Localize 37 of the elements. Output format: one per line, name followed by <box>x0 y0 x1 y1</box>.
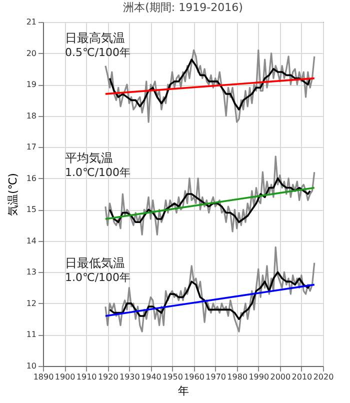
annotation: 平均気温 <box>65 151 113 165</box>
x-tick-label: 1900 <box>54 372 76 382</box>
annotation: 1.0℃/100年 <box>65 166 131 179</box>
y-tick-label: 17 <box>26 142 36 152</box>
line-series <box>108 58 311 110</box>
x-tick-label: 1920 <box>98 372 118 382</box>
y-tick-label: 10 <box>26 362 36 370</box>
x-tick-label: 1960 <box>184 372 204 382</box>
y-tick-label: 19 <box>26 80 36 90</box>
y-tick-label: 13 <box>26 268 36 277</box>
y-axis-title: 気温(℃) <box>6 173 20 216</box>
x-axis-title: 年 <box>178 384 189 398</box>
y-tick-label: 20 <box>26 48 36 58</box>
y-tick-label: 14 <box>26 236 36 246</box>
x-tick-label: 1930 <box>119 372 140 382</box>
y-tick-label: 16 <box>26 174 36 183</box>
x-tick-label: 2010 <box>292 372 312 382</box>
x-tick-label: 1980 <box>227 372 248 382</box>
y-tick-label: 12 <box>26 298 36 308</box>
annotation: 日最高気温 <box>65 31 125 45</box>
y-tick-label: 15 <box>26 205 36 214</box>
y-tick-label: 11 <box>26 330 36 340</box>
x-tick-label: 1940 <box>141 372 162 382</box>
x-tick-label: 2020 <box>313 372 334 382</box>
line-series <box>108 177 311 224</box>
y-tick-label: 18 <box>26 111 36 120</box>
x-tick-label: 1890 <box>33 372 54 382</box>
x-tick-label: 1910 <box>76 372 97 382</box>
x-tick-label: 1970 <box>206 372 226 382</box>
x-tick-label: 1950 <box>162 372 183 382</box>
annotation: 日最低気温 <box>65 256 125 270</box>
annotation: 1.0℃/100年 <box>65 271 131 284</box>
x-tick-label: 2000 <box>270 372 291 382</box>
chart-title: 洲本(期間: 1919-2016) <box>123 1 243 14</box>
y-tick-label: 21 <box>26 18 36 26</box>
annotation: 0.5℃/100年 <box>65 46 131 59</box>
x-tick-label: 1990 <box>248 372 270 382</box>
